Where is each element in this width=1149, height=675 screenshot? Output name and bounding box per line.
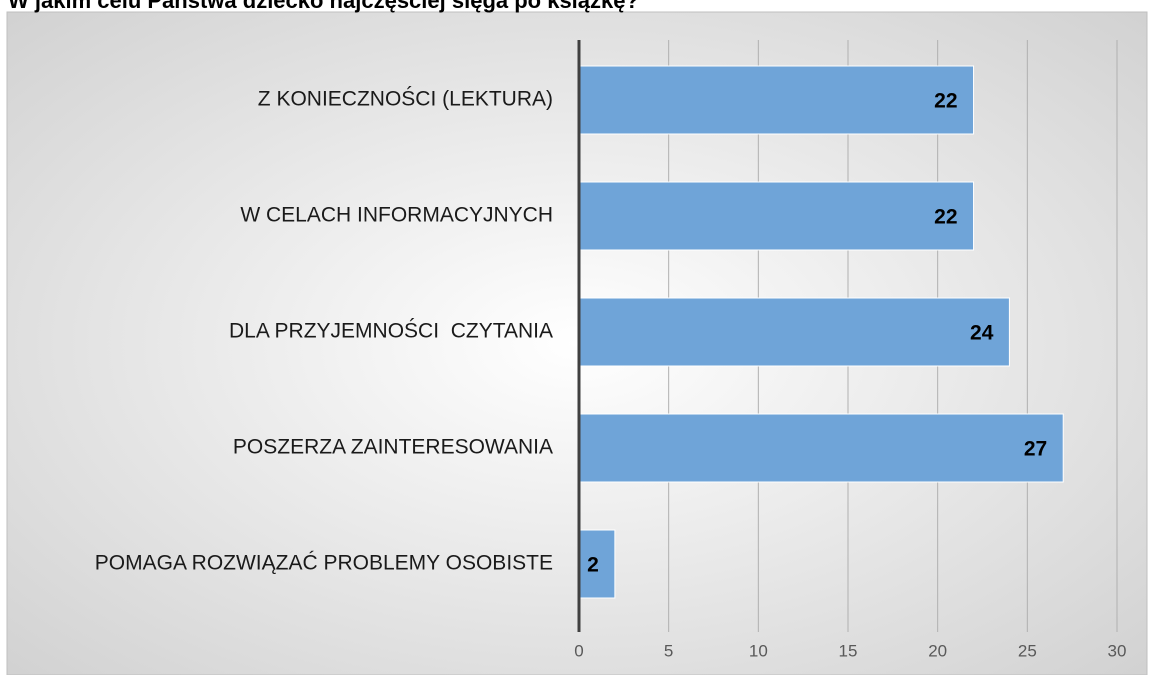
chart-title: W jakim celu Państwa dziecko najczęściej… [8,0,639,13]
x-tick-label: 5 [664,641,673,660]
data-label: 22 [934,206,957,229]
data-label: 22 [934,90,957,113]
bar [578,413,1064,483]
data-label: 27 [1024,438,1047,461]
x-tick-label: 25 [1018,641,1037,660]
bar [578,65,975,135]
x-tick-label: 0 [574,641,583,660]
bar [578,529,616,599]
y-tick-label: POMAGA ROZWIĄZAĆ PROBLEMY OSOBISTE [95,552,553,575]
x-tick-label: 10 [749,641,768,660]
y-tick-label: POSZERZA ZAINTERESOWANIA [233,436,553,459]
y-tick-label: Z KONIECZNOŚCI (LEKTURA) [258,87,553,111]
bar [578,181,975,251]
x-tick-label: 30 [1108,641,1127,660]
x-tick-label: 15 [839,641,858,660]
y-tick-label: DLA PRZYJEMNOŚCI CZYTANIA [229,319,553,343]
data-label: 2 [587,554,599,577]
y-tick-label: W CELACH INFORMACYJNYCH [240,204,553,227]
bar [578,297,1010,367]
x-tick-label: 20 [928,641,947,660]
data-label: 24 [970,322,994,345]
